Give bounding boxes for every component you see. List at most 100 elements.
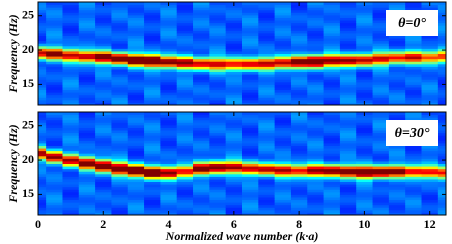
heat-cell <box>274 173 292 177</box>
heat-cell <box>307 189 325 193</box>
heat-cell <box>111 99 129 103</box>
heat-cell <box>111 56 129 60</box>
heat-cell <box>242 199 259 203</box>
heat-cell <box>176 4 194 8</box>
heat-cell <box>38 53 47 57</box>
heat-cell <box>323 119 341 123</box>
heat-cell <box>38 58 47 62</box>
heat-cell <box>95 178 112 183</box>
heat-cell <box>372 124 390 128</box>
heat-cell <box>95 50 112 54</box>
heat-cell <box>62 92 80 96</box>
heat-cell <box>290 117 308 121</box>
heat-cell <box>225 184 243 188</box>
heat-cell <box>437 163 446 167</box>
heat-cell <box>225 25 243 29</box>
heat-cell <box>388 38 406 42</box>
heat-cell <box>323 94 341 98</box>
heat-cell <box>437 171 446 175</box>
heat-cell <box>437 4 446 8</box>
heat-cell <box>437 30 446 34</box>
heat-cell <box>437 173 446 177</box>
heat-cell <box>46 207 63 211</box>
heat-cell <box>307 150 325 154</box>
heat-cell <box>62 53 80 57</box>
heat-cell <box>290 173 308 177</box>
heat-cell <box>356 38 374 42</box>
heat-cell <box>160 186 178 190</box>
heat-cell <box>193 66 210 70</box>
heat-cell <box>242 204 259 208</box>
heat-cell <box>339 32 357 36</box>
heat-cell <box>274 207 292 211</box>
heat-cell <box>127 66 145 70</box>
heat-cell <box>127 79 145 83</box>
heat-cell <box>339 189 357 193</box>
heat-cell <box>127 202 145 206</box>
heat-cell <box>437 166 446 170</box>
heat-cell <box>388 74 406 78</box>
heat-cell <box>242 202 259 206</box>
heat-cell <box>437 196 446 201</box>
heat-cell <box>356 43 374 47</box>
heat-cell <box>388 212 406 215</box>
heat-cell <box>111 89 129 93</box>
heat-cell <box>242 25 259 29</box>
heat-cell <box>193 127 210 131</box>
heat-cell <box>160 89 178 93</box>
heat-cell <box>127 209 145 213</box>
heat-cell <box>437 9 446 13</box>
heat-cell <box>307 117 325 121</box>
heat-cell <box>62 48 80 52</box>
heat-cell <box>78 137 96 141</box>
heat-cell <box>78 130 96 134</box>
heat-cell <box>127 92 145 96</box>
heat-cell <box>160 119 178 123</box>
heat-cell <box>290 86 308 91</box>
heat-cell <box>274 114 292 118</box>
heat-cell <box>307 58 325 62</box>
heat-cell <box>437 92 446 96</box>
heat-cell <box>209 171 227 175</box>
heat-cell <box>46 25 63 29</box>
heat-cell <box>38 160 47 164</box>
heat-cell <box>62 32 80 36</box>
heat-cell <box>405 48 423 52</box>
heat-cell <box>323 150 341 154</box>
heat-cell <box>78 196 96 201</box>
heat-cell <box>144 50 161 54</box>
heat-cell <box>176 7 194 11</box>
heat-cell <box>290 124 308 128</box>
heat-cell <box>421 58 439 62</box>
heat-cell <box>95 132 112 136</box>
heat-cell <box>339 148 357 152</box>
heat-cell <box>421 186 439 190</box>
heat-cell <box>290 9 308 13</box>
heat-cell <box>144 158 161 162</box>
heat-cell <box>242 117 259 121</box>
heat-cell <box>339 84 357 88</box>
heat-cell <box>111 158 129 162</box>
heat-cell <box>38 68 47 73</box>
heat-cell <box>193 58 210 62</box>
heat-cell <box>372 204 390 208</box>
heat-cell <box>62 20 80 24</box>
heat-cell <box>421 168 439 172</box>
heat-cell <box>160 71 178 75</box>
heat-cell <box>38 119 47 123</box>
heat-cell <box>339 142 357 146</box>
heat-cell <box>209 53 227 57</box>
heat-cell <box>176 102 194 105</box>
heat-cell <box>274 27 292 31</box>
heat-cell <box>339 184 357 188</box>
heat-cell <box>339 171 357 175</box>
heat-cell <box>307 61 325 65</box>
heat-cell <box>290 176 308 180</box>
heat-cell <box>38 84 47 88</box>
heat-cell <box>62 153 80 157</box>
heat-cell <box>111 168 129 172</box>
heat-cell <box>242 194 259 198</box>
heat-cell <box>46 76 63 80</box>
heat-cell <box>339 155 357 159</box>
heat-cell <box>111 30 129 34</box>
